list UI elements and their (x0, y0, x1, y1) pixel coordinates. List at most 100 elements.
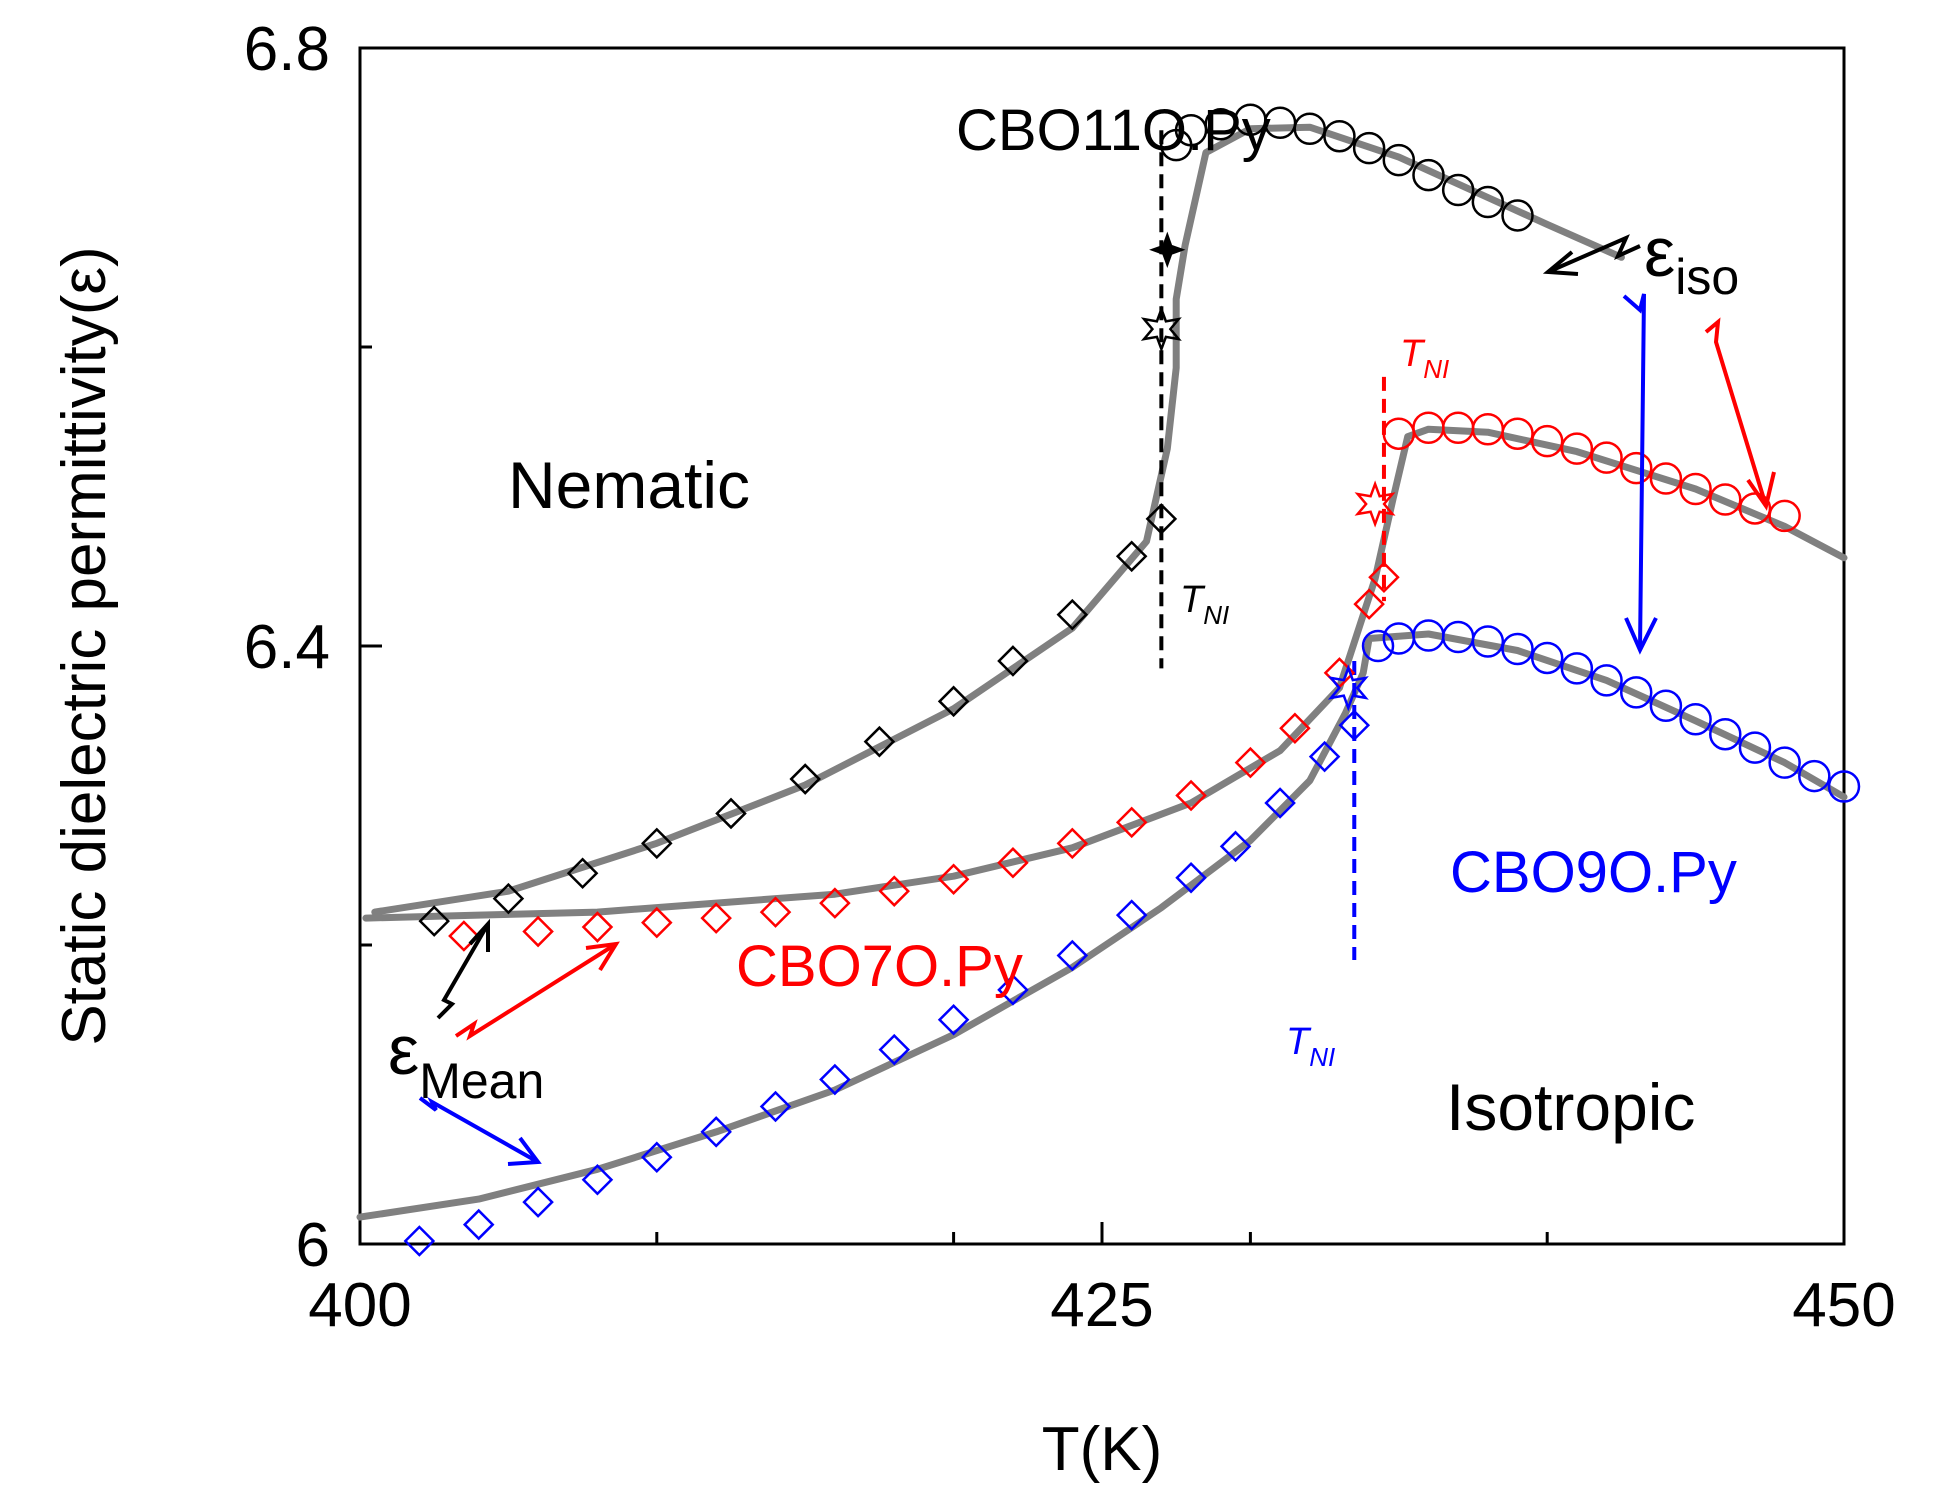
fit-curves (356, 123, 1848, 1221)
diamond-marker-cbo7o-py (1115, 806, 1148, 839)
y-tick-label: 6 (296, 1211, 330, 1280)
eps-iso-label: εiso (1644, 213, 1739, 305)
eps-mean-label: εMean (388, 1011, 544, 1109)
arrowhead-eps-iso-red (1746, 471, 1776, 511)
diamond-marker-cbo9o-py (1056, 939, 1089, 972)
circle-marker-cbo9o-py (1361, 629, 1395, 663)
diamond-marker-cbo7o-py (641, 906, 673, 939)
y-tick-label: 6.8 (244, 15, 330, 84)
arrow-eps-iso-black (1547, 234, 1641, 274)
arrow-eps-mean-black (436, 922, 490, 1020)
axis-ticks (358, 46, 1846, 1246)
circle-marker-cbo7o-py (1649, 462, 1683, 495)
circle-marker-cbo9o-py (1679, 703, 1712, 736)
circle-marker-cbo11o-py (1352, 131, 1386, 165)
circle-marker-cbo11o-py (1382, 143, 1416, 177)
diamond-marker-cbo9o-py (937, 1003, 970, 1036)
star-marker-cbo11o-py (1149, 231, 1186, 269)
arrowhead-eps-mean-blue (507, 1136, 542, 1166)
diamond-marker-cbo9o-py (878, 1033, 911, 1066)
label-cbo11o: CBO11O.Py (956, 98, 1271, 163)
arrowhead-eps-iso-blue (1624, 617, 1658, 655)
diamond-marker-cbo11o-py (863, 725, 896, 758)
annotation-arrows (418, 234, 1776, 1166)
label-cbo7o: CBO7O.Py (736, 934, 1023, 999)
arrowhead-eps-mean-black (468, 918, 490, 952)
plot-frame (358, 46, 1846, 1246)
diamond-marker-cbo7o-py (1368, 561, 1400, 593)
diamond-marker-cbo7o-py (819, 887, 851, 919)
circle-marker-cbo9o-py (1501, 632, 1534, 666)
diamond-marker-cbo7o-py (1056, 827, 1089, 860)
diamond-marker-cbo9o-py (1308, 740, 1341, 773)
circle-marker-cbo9o-py (1827, 770, 1861, 803)
circle-marker-cbo11o-py (1323, 119, 1356, 153)
circle-marker-cbo7o-py (1679, 472, 1712, 506)
diamond-marker-cbo11o-py (1056, 598, 1089, 631)
circle-marker-cbo9o-py (1560, 652, 1594, 685)
diamond-marker-cbo11o-py (1145, 503, 1178, 535)
diamond-marker-cbo11o-py (641, 827, 673, 860)
fit-curve-cbo9o-py (356, 630, 1848, 1221)
circle-marker-cbo9o-py (1471, 625, 1505, 658)
x-tick-label: 400 (308, 1271, 411, 1340)
diamond-marker-cbo7o-py (1353, 588, 1385, 620)
diamond-marker-cbo9o-py (759, 1090, 792, 1123)
circle-marker-cbo11o-py (1293, 112, 1327, 145)
arrow-eps-iso-blue (1622, 293, 1646, 651)
diamond-marker-cbo9o-py (1264, 787, 1296, 819)
diamond-marker-cbo7o-py (759, 896, 792, 928)
diamond-marker-cbo7o-py (522, 915, 554, 948)
diamond-marker-cbo9o-py (819, 1063, 851, 1096)
circle-marker-cbo9o-py (1709, 717, 1742, 751)
diamond-marker-cbo11o-py (1115, 540, 1148, 573)
y-tick-label: 6.4 (244, 613, 330, 682)
diamond-marker-cbo9o-py (403, 1225, 436, 1257)
diamond-marker-cbo7o-py (700, 902, 732, 934)
x-axis-title: T(K) (1042, 1415, 1163, 1484)
label-nematic: Nematic (508, 448, 750, 522)
label-isotropic: Isotropic (1446, 1070, 1695, 1144)
circle-marker-cbo7o-py (1590, 441, 1623, 474)
circle-marker-cbo11o-py (1441, 173, 1475, 207)
circle-marker-cbo9o-py (1798, 759, 1831, 793)
star-marker-cbo7o-py (1354, 480, 1396, 528)
circle-marker-cbo7o-py (1501, 417, 1534, 450)
y-tick-labels: 6 6.4 6.8 (244, 15, 330, 1280)
diamond-marker-cbo11o-py (937, 685, 970, 718)
circle-marker-cbo9o-py (1738, 731, 1772, 764)
diamond-marker-cbo9o-py (1219, 830, 1252, 863)
diamond-marker-cbo11o-py (418, 905, 450, 937)
circle-marker-cbo9o-py (1768, 746, 1801, 779)
diamond-marker-cbo7o-py (1175, 779, 1207, 812)
x-tick-label: 450 (1792, 1271, 1895, 1340)
label-cbo9o: CBO9O.Py (1450, 840, 1737, 905)
circle-marker-cbo7o-py (1560, 432, 1594, 465)
y-axis-title: Static dielectric permittivity(ε) (50, 246, 119, 1045)
circle-marker-cbo11o-py (1412, 158, 1445, 192)
diamond-marker-cbo11o-py (566, 857, 599, 890)
data-markers (403, 103, 1861, 1257)
circle-marker-cbo11o-py (1501, 199, 1534, 232)
tni-label-black: TNI (1180, 579, 1229, 630)
arrow-eps-mean-blue (418, 1096, 539, 1164)
arrow-eps-mean-red (454, 942, 618, 1041)
diamond-marker-cbo7o-py (1279, 712, 1311, 744)
circle-marker-cbo9o-py (1649, 689, 1683, 723)
diamond-marker-cbo7o-py (937, 863, 970, 895)
diamond-marker-cbo9o-py (1115, 899, 1148, 931)
circle-marker-cbo7o-py (1768, 499, 1801, 533)
arrowhead-eps-iso-black (1542, 250, 1579, 276)
tni-star-markers (1140, 231, 1396, 712)
diamond-marker-cbo9o-py (641, 1141, 673, 1174)
diamond-marker-cbo11o-py (492, 882, 525, 915)
diamond-marker-cbo11o-py (997, 645, 1029, 677)
diamond-marker-cbo9o-py (1175, 861, 1207, 894)
circle-marker-cbo11o-py (1471, 185, 1505, 219)
diamond-marker-cbo7o-py (997, 847, 1029, 879)
diamond-marker-cbo9o-py (997, 974, 1029, 1006)
circle-marker-cbo7o-py (1709, 483, 1742, 516)
diamond-marker-cbo7o-py (1234, 746, 1267, 779)
diamond-marker-cbo7o-py (581, 911, 614, 943)
